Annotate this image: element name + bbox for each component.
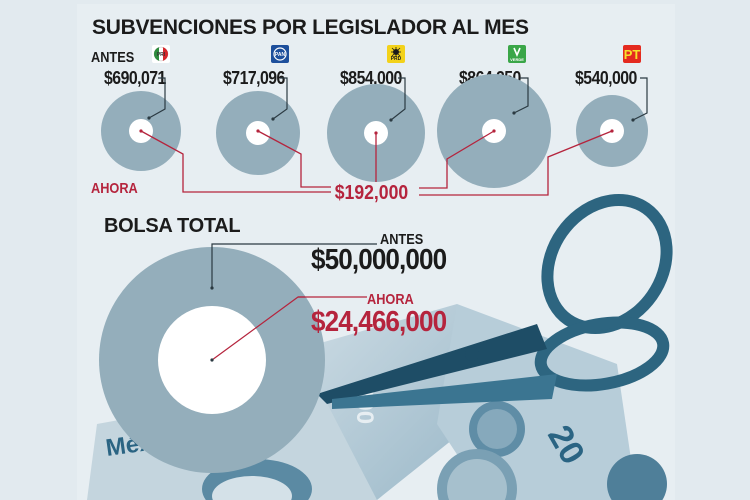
pri-logo-icon: PRI xyxy=(152,45,170,63)
infographic-panel: Méxic 20 200 SUBVENCIONES POR LEGISLADOR… xyxy=(77,4,675,500)
bolsa-ahora-value: $24,466,000 xyxy=(311,306,447,338)
pt-antes-value: $540,000 xyxy=(575,68,637,88)
chart-title: SUBVENCIONES POR LEGISLADOR AL MES xyxy=(92,16,529,39)
pan-logo-icon: PAN xyxy=(271,45,289,63)
money-scissors-photo: Méxic 20 200 xyxy=(87,193,673,500)
ahora-label: AHORA xyxy=(91,180,138,197)
pan-circle xyxy=(216,91,300,175)
pt-logo-icon: PT xyxy=(623,45,641,63)
pri-antes-value: $690,071 xyxy=(104,68,166,88)
svg-text:PRI: PRI xyxy=(157,52,166,58)
bolsa-total-title: BOLSA TOTAL xyxy=(104,215,241,237)
pan-antes-value: $717,096 xyxy=(223,68,285,88)
prd-antes-value: $854,000 xyxy=(340,68,402,88)
proportional-circles xyxy=(99,74,648,473)
ahora-per-legislator-value: $192,000 xyxy=(333,182,410,205)
svg-text:PAN: PAN xyxy=(275,52,286,58)
bolsa-antes-value: $50,000,000 xyxy=(311,244,447,276)
verde-logo-icon: VERDE xyxy=(508,45,526,63)
bolsa-ahora-label: AHORA xyxy=(367,291,414,308)
prd-logo-icon: PRD xyxy=(387,45,405,63)
antes-label: ANTES xyxy=(91,49,135,66)
bolsa-antes-label: ANTES xyxy=(380,231,424,248)
